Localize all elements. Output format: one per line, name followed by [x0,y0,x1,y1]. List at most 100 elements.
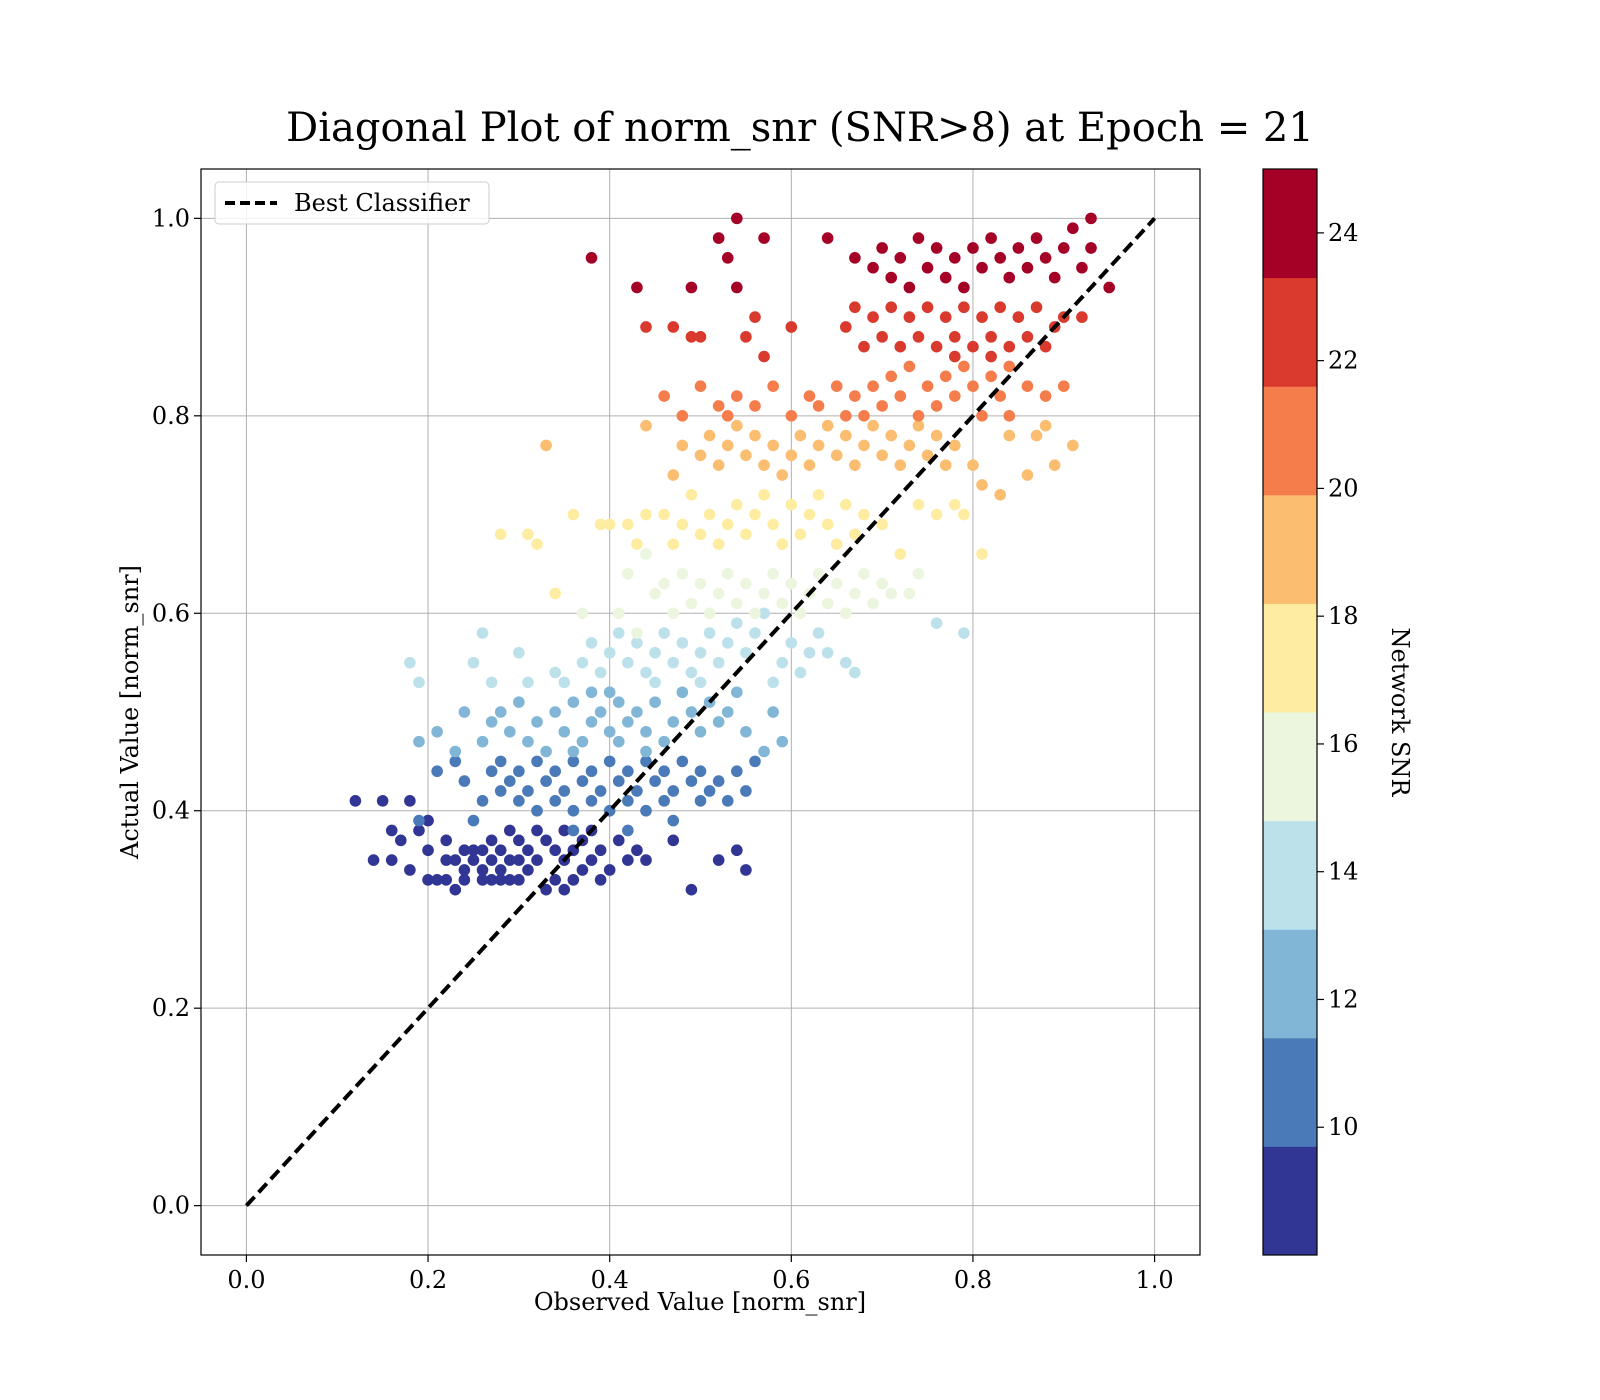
data-point [821,597,834,610]
data-point [567,696,580,708]
data-point [812,627,825,639]
data-point [712,854,725,866]
data-point [785,577,798,590]
data-point [849,459,861,471]
data-point [585,854,598,866]
data-point [658,577,670,590]
data-point [803,508,816,521]
data-point [958,281,970,294]
data-point [622,854,634,866]
data-point [894,390,907,402]
data-point [558,785,571,797]
data-point [631,785,643,797]
colorbar-band [1263,603,1317,713]
data-point [549,666,561,679]
data-point [449,883,462,896]
data-point [676,637,689,649]
data-point [531,538,543,550]
data-point [840,410,852,422]
data-point [930,508,943,521]
data-point [494,874,507,886]
colorbar-tick-label: 12 [1328,985,1359,1013]
data-point [567,508,580,521]
data-point [585,637,598,649]
data-point [785,410,798,422]
data-point [476,795,489,807]
colorbar-band [1263,1146,1317,1256]
data-point [603,755,616,768]
data-point [649,587,661,600]
data-point [558,824,571,837]
data-point [676,410,689,422]
data-point [622,765,634,778]
data-point [1012,242,1025,254]
data-point [785,637,798,649]
data-point [694,646,707,659]
data-point [667,716,680,728]
y-tick-label: 0.2 [152,994,190,1022]
data-point [694,528,707,541]
data-point [840,321,852,333]
data-point [485,834,498,847]
data-point [731,498,743,511]
legend-box [214,181,490,225]
data-point [912,232,925,244]
data-point [703,429,716,442]
y-tick-label: 0.4 [152,797,190,825]
data-point [894,459,907,471]
data-point [867,597,879,610]
data-point [1067,439,1079,452]
data-point [767,567,779,580]
data-point [449,755,462,768]
data-point [912,498,925,511]
legend-label: Best Classifier [294,189,470,217]
data-point [976,479,988,491]
data-point [531,755,543,768]
data-point [694,765,707,778]
data-point [640,725,652,738]
data-point [912,419,925,432]
data-point [830,577,843,590]
data-point [658,627,670,639]
data-point [676,439,689,452]
data-point [685,883,698,896]
data-point [413,824,425,837]
data-point [749,627,761,639]
data-point [985,350,997,363]
data-point [1048,271,1061,284]
data-point [658,765,670,778]
data-point [503,874,516,886]
data-point [740,864,752,876]
legend: Best Classifier [214,181,490,225]
data-point [640,804,652,817]
data-point [894,340,907,353]
data-point [985,331,997,343]
data-point [749,508,761,521]
data-point [558,676,571,689]
data-point [612,834,625,847]
data-point [685,775,698,787]
data-point [767,706,779,718]
data-point [731,844,743,857]
data-point [749,755,761,768]
data-point [749,607,761,620]
data-point [540,775,552,787]
data-point [667,834,680,847]
data-point [758,232,770,244]
data-point [921,380,934,393]
data-point [494,785,507,797]
data-point [694,449,707,462]
data-point [903,311,916,323]
data-point [567,745,580,758]
data-point [967,380,979,393]
data-point [531,716,543,728]
data-point [721,567,734,580]
data-point [840,607,852,620]
data-point [1057,380,1070,393]
data-point [513,696,525,708]
data-point [794,429,807,442]
data-point [1003,340,1016,353]
data-point [467,814,480,827]
x-tick-label: 0.8 [954,1266,992,1294]
